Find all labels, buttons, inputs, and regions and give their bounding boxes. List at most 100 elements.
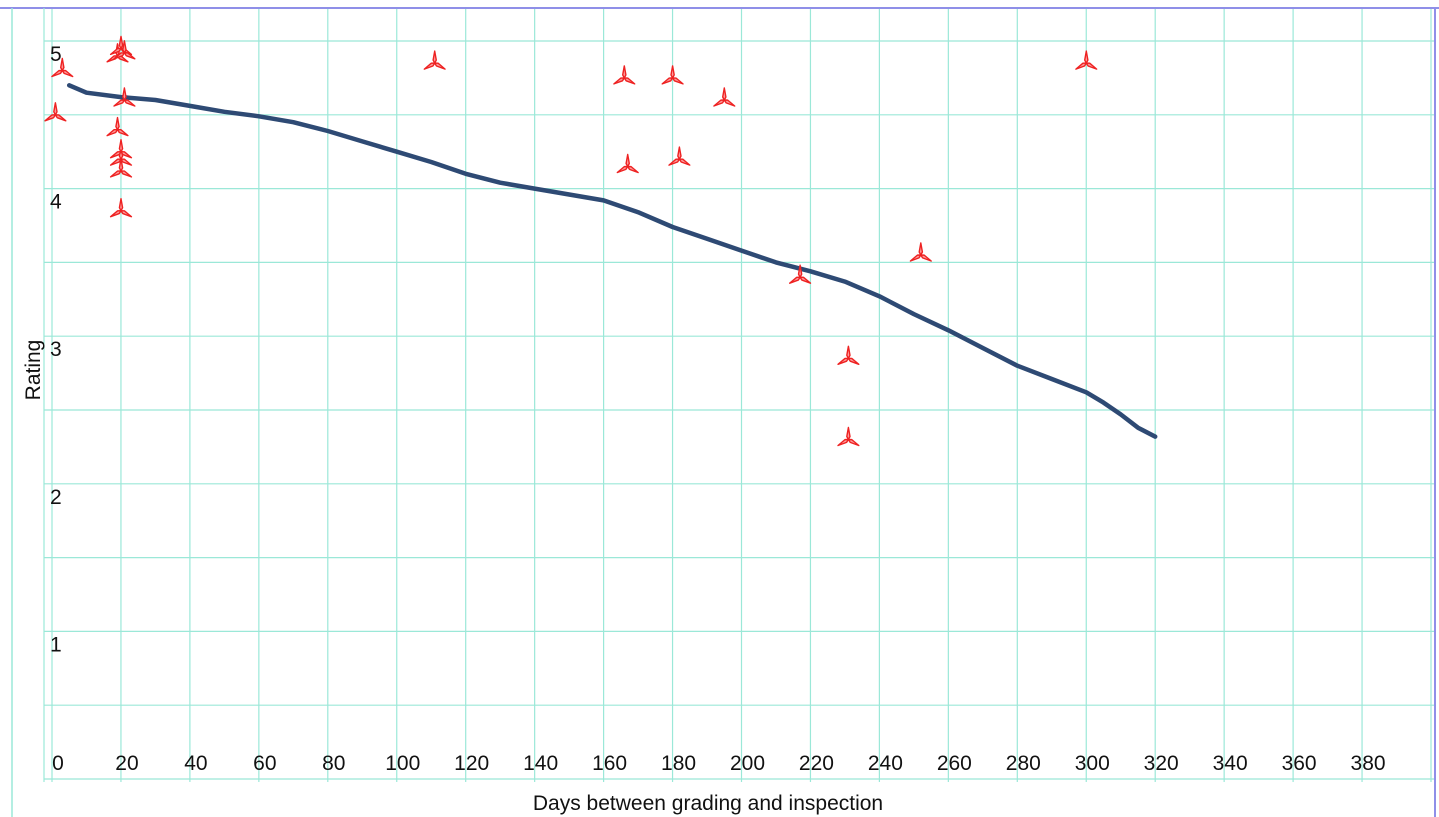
- data-point-arm: [918, 242, 924, 256]
- data-point: [909, 242, 932, 262]
- data-point-arm: [113, 99, 126, 107]
- data-point-arm: [116, 128, 129, 137]
- data-point-arm: [668, 158, 681, 166]
- data-point-arm: [847, 357, 860, 365]
- data-point-arm: [1084, 50, 1089, 64]
- data-point-arm: [847, 438, 860, 447]
- x-tick-label: 100: [385, 752, 420, 775]
- data-point: [113, 40, 136, 60]
- y-tick-label: 1: [50, 633, 62, 656]
- data-point-arm: [109, 170, 122, 178]
- x-tick-label: 220: [799, 752, 834, 775]
- data-point: [423, 50, 446, 70]
- y-tick-label: 5: [50, 43, 62, 66]
- data-point-arm: [118, 35, 124, 50]
- data-point-arm: [423, 62, 436, 70]
- data-point-arm: [721, 87, 727, 101]
- x-tick-label: 180: [661, 752, 696, 775]
- data-point-arm: [118, 138, 124, 153]
- x-tick-label: 380: [1351, 752, 1386, 775]
- data-point-arm: [120, 209, 133, 218]
- data-point: [109, 197, 133, 218]
- data-point: [109, 158, 133, 178]
- data-point: [837, 345, 860, 365]
- data-point-arm: [846, 426, 851, 441]
- x-tick-label: 140: [523, 752, 558, 775]
- data-point-arm: [661, 77, 674, 85]
- x-tick-label: 320: [1144, 752, 1179, 775]
- data-point-arm: [120, 158, 133, 166]
- data-point-arm: [621, 65, 627, 79]
- trend-series: [66, 83, 1158, 439]
- y-axis-ticks: 1 2 3 4 5: [50, 43, 62, 656]
- data-point-arm: [123, 52, 136, 60]
- data-point: [837, 426, 860, 447]
- data-point-arm: [616, 165, 629, 174]
- data-point-arm: [1075, 62, 1088, 70]
- x-tick-label: 240: [868, 752, 903, 775]
- x-tick-label: 200: [730, 752, 765, 775]
- data-point-arm: [677, 146, 682, 160]
- data-point: [51, 57, 74, 78]
- data-point-arm: [1085, 62, 1098, 70]
- x-tick-label: 280: [1006, 752, 1041, 775]
- x-tick-label: 160: [592, 752, 627, 775]
- data-point-arm: [846, 345, 851, 359]
- data-point-arm: [623, 77, 636, 85]
- data-point-arm: [61, 69, 74, 78]
- data-point-arm: [625, 153, 631, 168]
- y-tick-label: 2: [50, 486, 62, 509]
- data-point-arm: [51, 69, 63, 78]
- data-point-arm: [59, 57, 65, 72]
- data-point-arm: [723, 99, 736, 107]
- data-point-arm: [432, 50, 438, 64]
- data-point-arm: [118, 158, 124, 172]
- trend-line: [66, 83, 1158, 439]
- x-tick-label: 340: [1213, 752, 1248, 775]
- data-point-arm: [53, 102, 58, 116]
- x-tick-label: 360: [1282, 752, 1317, 775]
- data-point-arm: [44, 114, 57, 122]
- data-point-arm: [120, 150, 133, 159]
- data-point: [113, 87, 136, 107]
- data-point: [789, 264, 812, 284]
- data-point-arm: [106, 128, 119, 137]
- plot-frame: [0, 7, 1439, 817]
- x-tick-label: 300: [1075, 752, 1110, 775]
- x-axis-ticks: 0 20 40 60 80 100 120 140 160 180 200 220 240 260 280 3…: [52, 752, 1385, 775]
- point-series: [44, 35, 1098, 447]
- data-point-arm: [120, 170, 133, 178]
- y-tick-label: 3: [50, 338, 62, 361]
- data-point-arm: [789, 276, 801, 284]
- x-tick-label: 80: [322, 752, 345, 775]
- data-point-arm: [799, 276, 812, 284]
- data-point-arm: [671, 77, 684, 85]
- y-tick-label: 4: [50, 191, 62, 214]
- data-point-arm: [118, 197, 124, 212]
- data-point: [109, 138, 133, 159]
- data-point: [668, 146, 691, 166]
- data-point-arm: [109, 158, 122, 166]
- data-point-arm: [109, 209, 122, 218]
- data-point-arm: [670, 65, 675, 79]
- data-point-arm: [613, 77, 625, 85]
- data-point: [1075, 50, 1098, 70]
- data-point-arm: [122, 87, 127, 101]
- data-point-arm: [54, 114, 67, 122]
- data-point: [109, 146, 133, 166]
- data-point-arm: [797, 264, 803, 278]
- x-tick-label: 20: [115, 752, 138, 775]
- data-point: [661, 65, 684, 85]
- data-point: [44, 102, 67, 122]
- data-point-arm: [837, 438, 850, 447]
- data-point-arm: [909, 254, 922, 262]
- data-point-arm: [678, 158, 691, 166]
- data-point: [713, 87, 736, 107]
- data-point-arm: [109, 150, 122, 159]
- y-axis-label: Rating: [22, 340, 45, 401]
- data-point: [613, 65, 636, 85]
- data-point-arm: [123, 99, 136, 107]
- x-tick-label: 260: [937, 752, 972, 775]
